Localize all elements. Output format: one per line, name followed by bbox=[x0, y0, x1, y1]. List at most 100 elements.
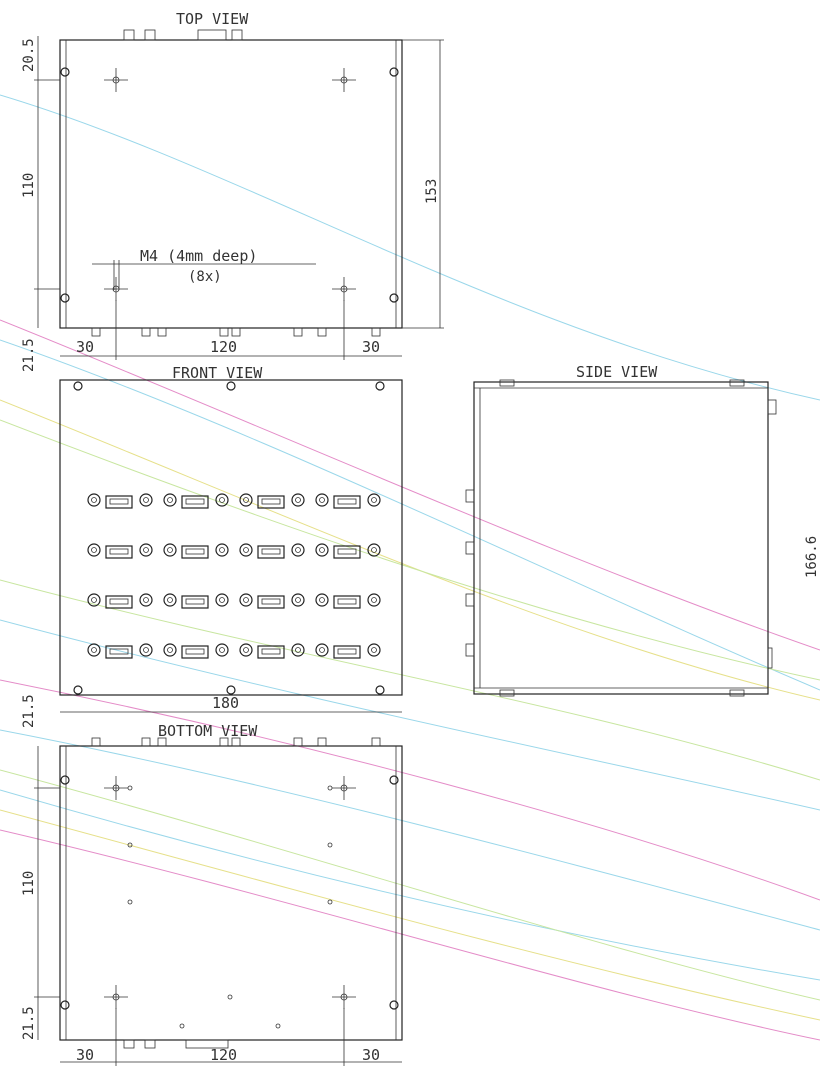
bnc-connector-core bbox=[319, 497, 325, 503]
bnc-connector-core bbox=[167, 647, 173, 653]
bnc-connector bbox=[139, 643, 153, 657]
bnc-connector bbox=[315, 493, 329, 507]
dim-top-height: 110 bbox=[21, 173, 37, 198]
usb-port-inner bbox=[109, 598, 129, 605]
usb-port bbox=[105, 645, 133, 659]
bnc-connector bbox=[367, 593, 381, 607]
usb-port-inner bbox=[185, 598, 205, 605]
usb-port bbox=[181, 545, 209, 559]
usb-port bbox=[105, 595, 133, 609]
bnc-connector bbox=[163, 593, 177, 607]
usb-port bbox=[181, 495, 209, 509]
dim-bottom-height: 110 bbox=[21, 871, 37, 896]
usb-port bbox=[333, 495, 361, 509]
bnc-connector-core bbox=[167, 597, 173, 603]
usb-port bbox=[181, 595, 209, 609]
bnc-connector bbox=[291, 643, 305, 657]
usb-port bbox=[105, 545, 133, 559]
top-view: TOP VIEW M4 (4mm deep) bbox=[21, 10, 444, 360]
bnc-connector-core bbox=[295, 547, 301, 553]
bnc-connector bbox=[291, 543, 305, 557]
top-view-title: TOP VIEW bbox=[176, 10, 249, 28]
bnc-connector-core bbox=[371, 497, 377, 503]
dim-top-offset: 20.5 bbox=[21, 38, 37, 72]
usb-port-inner bbox=[185, 498, 205, 505]
dim-front-offset-bottom: 21.5 bbox=[21, 694, 37, 728]
bnc-connector bbox=[139, 543, 153, 557]
bnc-connector bbox=[315, 543, 329, 557]
bnc-connector-core bbox=[91, 547, 97, 553]
bnc-connector-core bbox=[219, 547, 225, 553]
bnc-connector bbox=[291, 493, 305, 507]
dim-front-offset-top: 21.5 bbox=[21, 338, 37, 372]
bnc-connector-core bbox=[143, 547, 149, 553]
bnc-connector-core bbox=[91, 597, 97, 603]
bottom-view-title: BOTTOM VIEW bbox=[158, 722, 258, 740]
bnc-connector bbox=[87, 593, 101, 607]
bnc-connector-core bbox=[319, 597, 325, 603]
usb-port-inner bbox=[185, 548, 205, 555]
bnc-connector bbox=[367, 643, 381, 657]
usb-port-inner bbox=[109, 648, 129, 655]
usb-port-inner bbox=[261, 498, 281, 505]
usb-port-inner bbox=[109, 548, 129, 555]
bnc-connector-core bbox=[143, 647, 149, 653]
usb-port bbox=[105, 495, 133, 509]
bnc-connector-core bbox=[319, 547, 325, 553]
usb-port-inner bbox=[185, 648, 205, 655]
dim-top-right: 30 bbox=[362, 338, 380, 356]
bnc-connector-core bbox=[295, 597, 301, 603]
bnc-connector bbox=[163, 643, 177, 657]
usb-port bbox=[257, 495, 285, 509]
bnc-connector-core bbox=[167, 497, 173, 503]
bnc-connector-core bbox=[371, 547, 377, 553]
count-annotation: (8x) bbox=[188, 269, 222, 285]
bnc-connector bbox=[87, 543, 101, 557]
bnc-connector-core bbox=[143, 597, 149, 603]
bnc-connector-core bbox=[371, 647, 377, 653]
bottom-view: BOTTOM VIEW 110 bbox=[21, 722, 403, 1066]
usb-port-inner bbox=[109, 498, 129, 505]
dim-top-left: 30 bbox=[76, 338, 94, 356]
usb-port-inner bbox=[337, 598, 357, 605]
bnc-connector-core bbox=[167, 547, 173, 553]
dim-front-width: 180 bbox=[212, 694, 239, 712]
bnc-connector bbox=[87, 493, 101, 507]
usb-port bbox=[181, 645, 209, 659]
bnc-connector-core bbox=[371, 597, 377, 603]
usb-port-inner bbox=[337, 498, 357, 505]
bnc-connector-core bbox=[91, 647, 97, 653]
dim-bottom-offset: 21.5 bbox=[21, 1006, 37, 1040]
bnc-connector bbox=[163, 493, 177, 507]
bnc-connector-core bbox=[219, 597, 225, 603]
bnc-connector-core bbox=[319, 647, 325, 653]
bnc-connector-core bbox=[91, 497, 97, 503]
bnc-connector bbox=[215, 543, 229, 557]
bnc-connector bbox=[87, 643, 101, 657]
usb-port bbox=[257, 645, 285, 659]
bnc-connector bbox=[215, 643, 229, 657]
dim-bottom-left: 30 bbox=[76, 1046, 94, 1064]
bnc-connector bbox=[367, 543, 381, 557]
bnc-connector bbox=[215, 593, 229, 607]
port-rows bbox=[87, 493, 381, 659]
bnc-connector bbox=[239, 493, 253, 507]
bnc-connector-core bbox=[243, 597, 249, 603]
bnc-connector bbox=[239, 543, 253, 557]
bnc-connector-core bbox=[295, 647, 301, 653]
bnc-connector bbox=[239, 593, 253, 607]
bnc-connector-core bbox=[295, 497, 301, 503]
bnc-connector bbox=[163, 543, 177, 557]
usb-port-inner bbox=[261, 598, 281, 605]
bnc-connector-core bbox=[243, 547, 249, 553]
background-curves bbox=[0, 94, 820, 1041]
bnc-connector-core bbox=[243, 497, 249, 503]
usb-port bbox=[333, 545, 361, 559]
bnc-connector-core bbox=[143, 497, 149, 503]
bnc-connector bbox=[139, 593, 153, 607]
bnc-connector bbox=[367, 493, 381, 507]
side-view-title: SIDE VIEW bbox=[576, 363, 658, 381]
bnc-connector bbox=[139, 493, 153, 507]
bnc-connector bbox=[239, 643, 253, 657]
